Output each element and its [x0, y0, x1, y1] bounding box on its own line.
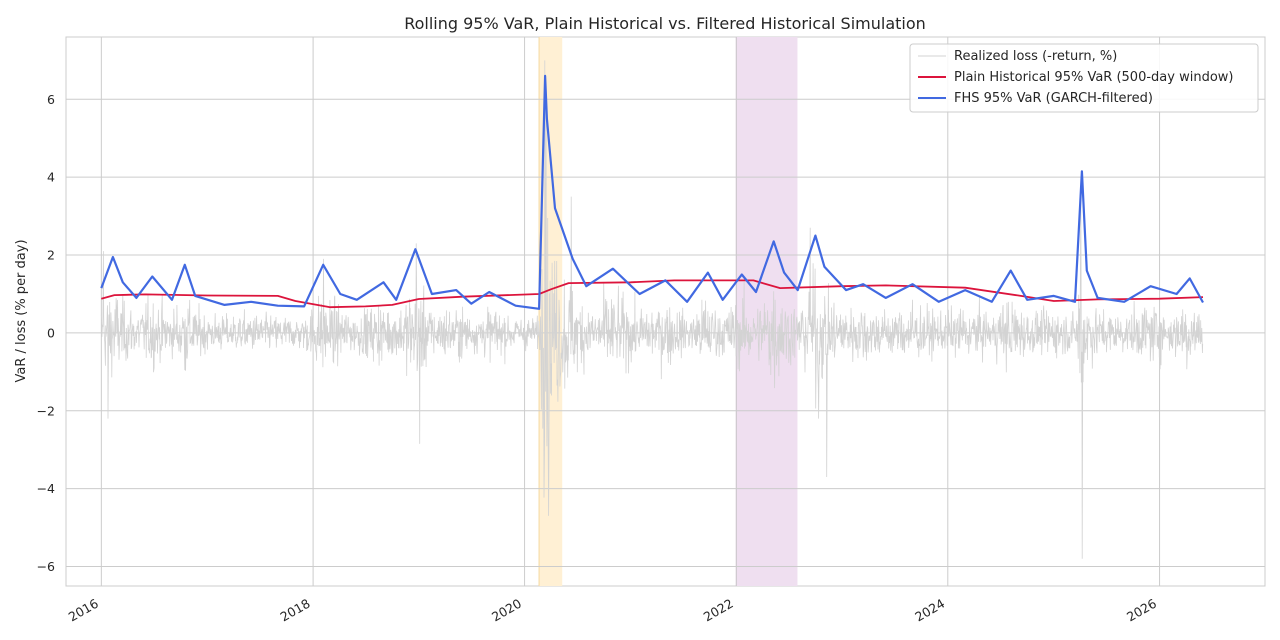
x-tick-label-2026: 2026	[1124, 596, 1159, 625]
var-lines	[100, 74, 1204, 310]
x-tick-labels: 2016 2018 2020 2022 2024 2026	[66, 596, 1159, 625]
y-tick-labels: −6 −4 −2 0 2 4 6	[37, 92, 55, 574]
y-tick-label-6: 6	[47, 92, 55, 107]
y-tick-label-4: 2	[47, 248, 55, 263]
x-tick-label-2024: 2024	[912, 596, 947, 625]
y-tick-label-0: −6	[37, 559, 55, 574]
plain-historical-var-line	[101, 279, 1204, 309]
gridlines	[66, 37, 1265, 586]
y-tick-label-5: 4	[47, 170, 55, 185]
legend-label-fhs: FHS 95% VaR (GARCH-filtered)	[954, 91, 1153, 106]
chart-title: Rolling 95% VaR, Plain Historical vs. Fi…	[404, 14, 926, 33]
x-tick-label-2020: 2020	[489, 596, 524, 625]
y-tick-label-3: 0	[47, 325, 55, 340]
realized-loss-line	[100, 60, 1204, 559]
y-axis-label: VaR / loss (% per day)	[14, 239, 29, 382]
fhs-var-line	[100, 74, 1204, 310]
x-tick-label-2016: 2016	[66, 596, 101, 625]
legend-label-hs: Plain Historical 95% VaR (500-day window…	[954, 70, 1233, 85]
x-tick-label-2022: 2022	[701, 596, 736, 625]
legend-label-realized: Realized loss (-return, %)	[954, 49, 1117, 64]
plot-background	[65, 36, 1266, 587]
shaded-region-1	[736, 37, 798, 586]
legend: Realized loss (-return, %) Plain Histori…	[909, 43, 1259, 113]
x-tick-label-2018: 2018	[278, 596, 313, 625]
legend-box	[909, 43, 1259, 113]
realized-loss-series	[100, 60, 1204, 559]
y-tick-label-1: −4	[37, 481, 55, 496]
y-tick-label-2: −2	[37, 403, 55, 418]
